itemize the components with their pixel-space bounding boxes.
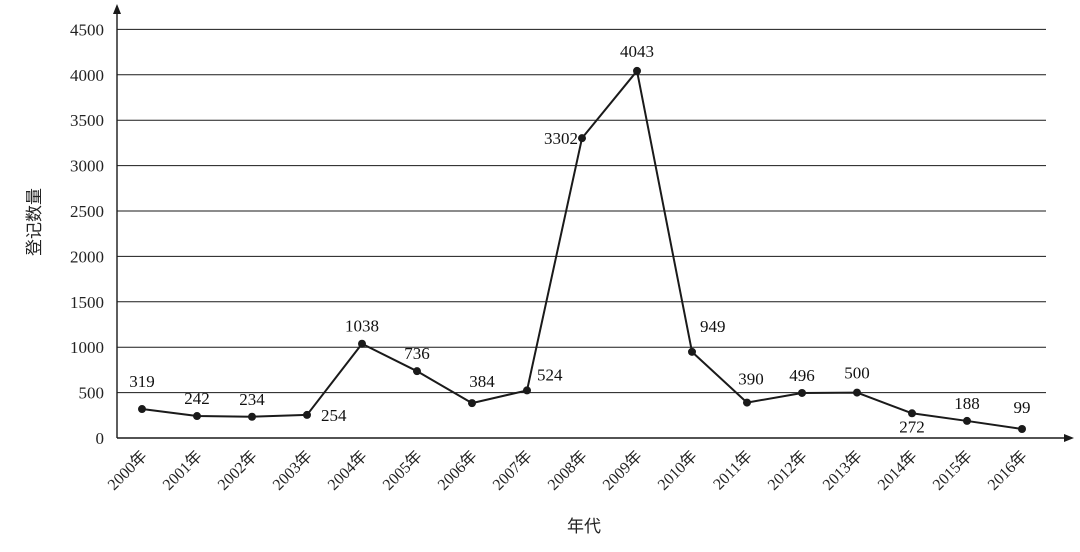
data-series (138, 66, 1026, 434)
axes (113, 4, 1074, 442)
data-labels: 319 242 234 254 1038 736 384 524 3302 4043 949 390 4… (129, 42, 1030, 436)
x-axis-arrow (1064, 434, 1074, 442)
x-tick-label: 2013年 (819, 447, 866, 494)
data-label: 188 (954, 394, 980, 413)
data-point (633, 66, 641, 75)
data-label: 4043 (620, 42, 654, 61)
y-tick-label: 500 (79, 384, 105, 403)
data-point (468, 399, 476, 408)
x-tick-label: 2000年 (104, 447, 151, 494)
data-label: 254 (321, 406, 347, 425)
data-point (908, 409, 916, 418)
data-label: 524 (537, 365, 563, 384)
data-label: 3302 (544, 129, 578, 148)
data-point (743, 398, 751, 407)
data-label: 949 (700, 317, 726, 336)
x-tick-label: 2007年 (489, 447, 536, 494)
data-label: 496 (789, 366, 815, 385)
data-label: 319 (129, 372, 155, 391)
data-point (578, 134, 586, 143)
data-point (248, 412, 256, 421)
y-tick-label: 4500 (70, 20, 104, 39)
data-label: 736 (404, 344, 430, 363)
data-label: 234 (239, 390, 265, 409)
y-tick-label: 3000 (70, 157, 104, 176)
y-tick-label: 1500 (70, 293, 104, 312)
data-point (358, 339, 366, 348)
data-point (853, 388, 861, 397)
x-tick-label: 2003年 (269, 447, 316, 494)
x-tick-label: 2015年 (929, 447, 976, 494)
x-tick-labels: 2000年 2001年 2002年 2003年 2004年 2005年 2006年 2007年… (104, 447, 1031, 494)
data-point (193, 412, 201, 421)
y-tick-label: 0 (96, 429, 105, 448)
data-label: 242 (184, 389, 210, 408)
x-tick-label: 2001年 (159, 447, 206, 494)
data-label: 390 (738, 370, 764, 389)
data-point (798, 388, 806, 397)
y-axis-arrow (113, 4, 121, 14)
data-point (138, 405, 146, 414)
x-tick-label: 2012年 (764, 447, 811, 494)
y-tick-label: 3500 (70, 111, 104, 130)
y-axis-title: 登记数量 (25, 188, 45, 256)
data-label: 500 (844, 364, 870, 383)
y-tick-labels: 0 500 1000 1500 2000 2500 3000 3500 4000 4500 (70, 20, 104, 448)
x-tick-label: 2009年 (599, 447, 646, 494)
y-tick-label: 1000 (70, 338, 104, 357)
x-tick-label: 2005年 (379, 447, 426, 494)
x-tick-label: 2014年 (874, 447, 921, 494)
data-point (1018, 425, 1026, 434)
x-axis-title: 年代 (567, 517, 601, 537)
data-label: 384 (469, 372, 495, 391)
series-line (141, 69, 1023, 431)
y-tick-label: 2000 (70, 247, 104, 266)
data-label: 1038 (345, 317, 379, 336)
x-tick-label: 2002年 (214, 447, 261, 494)
x-tick-label: 2004年 (324, 447, 371, 494)
data-point (963, 416, 971, 425)
y-tick-label: 2500 (70, 202, 104, 221)
data-point (303, 410, 311, 419)
grid-lines (117, 28, 1046, 394)
x-tick-label: 2011年 (710, 447, 756, 493)
data-label: 99 (1014, 398, 1031, 417)
data-point (688, 347, 696, 356)
x-tick-label: 2016年 (984, 447, 1031, 494)
data-point (523, 386, 531, 395)
x-tick-label: 2010年 (654, 447, 701, 494)
y-tick-label: 4000 (70, 66, 104, 85)
data-point (413, 367, 421, 376)
x-tick-label: 2006年 (434, 447, 481, 494)
x-tick-label: 2008年 (544, 447, 591, 494)
data-label: 272 (899, 417, 925, 436)
